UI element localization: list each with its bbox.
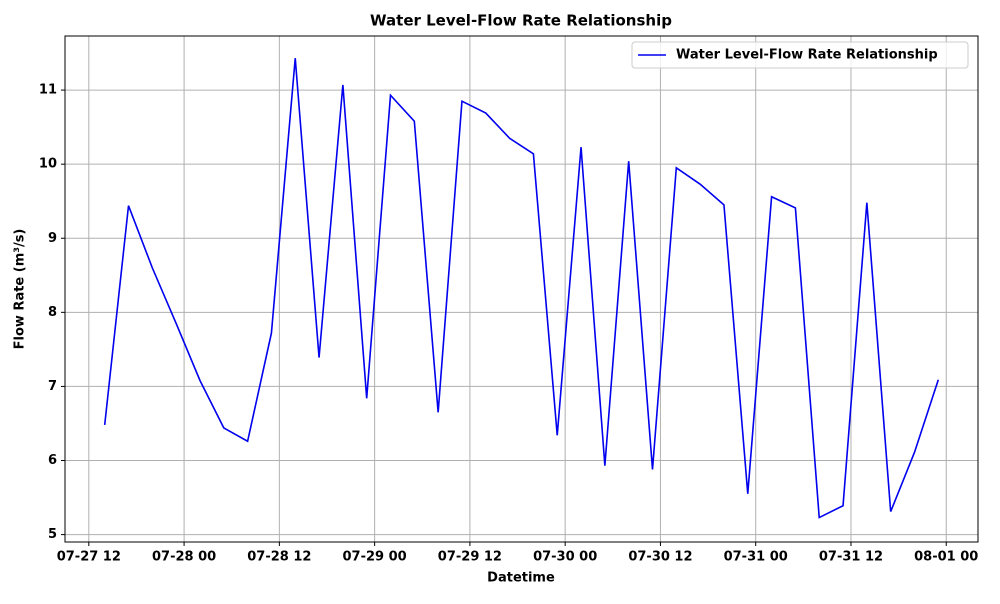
x-tick-label: 07-28 00 [152,550,216,565]
legend-box [631,41,969,69]
y-tick-label: 8 [48,305,57,320]
y-axis-label: Flow Rate (m³/s) [13,229,28,350]
y-tick-label: 6 [48,453,57,468]
y-tick-label: 10 [39,157,57,172]
data-line [103,58,940,519]
x-axis-label: Datetime [487,571,555,586]
x-tick-label: 07-29 00 [343,550,407,565]
x-tick-label: 07-31 00 [724,550,788,565]
chart-title: Water Level-Flow Rate Relationship [370,12,672,30]
x-tick-label: 08-01 00 [914,550,978,565]
x-tick-label: 07-30 00 [533,550,597,565]
x-tick-label: 07-27 12 [57,550,121,565]
legend-label: Water Level-Flow Rate Relationship [676,48,938,63]
plot-frame [64,35,979,543]
y-tick-label: 7 [48,379,57,394]
x-tick-label: 07-28 12 [247,550,311,565]
y-tick-label: 5 [48,527,57,542]
y-tick-label: 11 [39,83,57,98]
x-tick-label: 07-29 12 [438,550,502,565]
x-tick-label: 07-30 12 [628,550,692,565]
y-tick-label: 9 [48,231,57,246]
x-tick-label: 07-31 12 [819,550,883,565]
